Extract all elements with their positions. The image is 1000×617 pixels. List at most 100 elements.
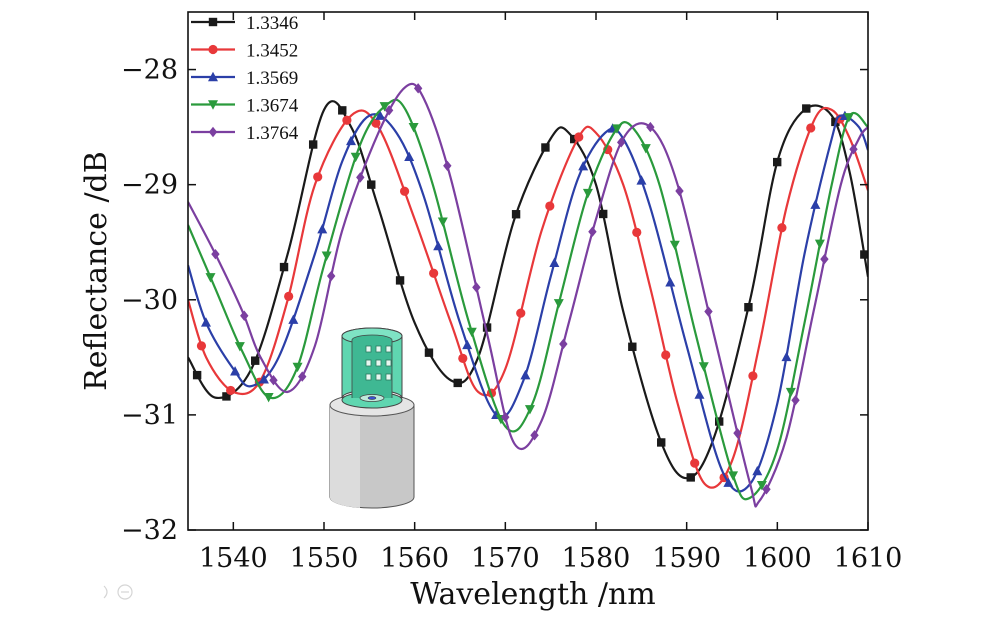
legend-label: 1.3346: [246, 13, 298, 34]
legend-marker: [208, 100, 218, 110]
data-point: [588, 226, 597, 237]
data-point: [501, 411, 510, 423]
series-line: [188, 113, 868, 493]
data-point: [748, 371, 758, 381]
data-point: [520, 369, 531, 380]
series-1.3452: [188, 106, 868, 489]
data-point: [820, 253, 829, 265]
data-point: [814, 239, 825, 250]
data-point: [744, 303, 753, 312]
data-point: [230, 366, 241, 376]
data-point: [632, 227, 642, 237]
legend: 1.3346 1.3452 1.3569 1.3674 1.3764: [191, 13, 299, 144]
data-point: [773, 157, 782, 167]
data-point: [762, 484, 771, 495]
data-point: [279, 262, 289, 272]
data-point: [640, 144, 651, 154]
data-point: [781, 351, 792, 362]
data-point: [545, 201, 555, 211]
data-point: [408, 123, 419, 133]
data-point: [258, 374, 269, 384]
x-tick-label: 1590: [652, 543, 721, 574]
data-point: [843, 113, 854, 123]
data-point: [251, 356, 260, 365]
data-point: [728, 471, 739, 481]
data-point: [226, 385, 236, 396]
data-point: [404, 151, 415, 161]
data-point: [802, 104, 811, 113]
y-axis: −28 −29 −30 −31 −32: [121, 55, 868, 546]
data-point: [384, 105, 394, 116]
data-point: [379, 102, 390, 112]
data-point: [511, 210, 521, 219]
x-tick-label: 1550: [290, 543, 359, 574]
data-point: [466, 327, 477, 338]
x-tick-label: 1600: [743, 543, 812, 574]
data-point: [192, 370, 202, 380]
x-tick-label: 1540: [199, 543, 268, 574]
x-tick-label: 1570: [471, 543, 540, 574]
data-point: [777, 223, 787, 233]
series-1.3569: [188, 110, 868, 493]
data-point: [424, 348, 434, 357]
data-point: [292, 362, 303, 373]
data-point: [453, 378, 462, 388]
data-point: [690, 458, 700, 468]
data-point: [211, 248, 220, 260]
data-point: [599, 209, 608, 219]
data-point: [200, 317, 211, 327]
data-point: [313, 172, 323, 182]
data-point: [222, 392, 231, 401]
legend-label: 1.3569: [246, 68, 298, 89]
data-point: [429, 268, 439, 278]
data-point: [205, 273, 216, 283]
data-point: [549, 257, 560, 268]
data-point: [559, 338, 568, 350]
data-point: [723, 477, 734, 487]
data-point: [234, 342, 245, 352]
data-point: [317, 224, 328, 234]
data-point: [433, 240, 444, 251]
data-point: [669, 240, 680, 251]
data-point: [530, 430, 539, 441]
data-point: [806, 123, 816, 133]
data-point: [628, 342, 637, 351]
x-tick-label: 1560: [380, 543, 449, 574]
legend-label: 1.3452: [246, 41, 298, 62]
data-point: [342, 115, 352, 125]
data-point: [371, 118, 381, 128]
data-point: [704, 306, 713, 317]
data-point: [482, 323, 492, 332]
y-tick-label: −30: [121, 285, 178, 316]
legend-label: 1.3764: [246, 123, 299, 144]
data-point: [375, 110, 386, 120]
data-point: [686, 473, 695, 482]
data-point: [458, 353, 468, 363]
y-axis-label: Reflectance /dB: [79, 151, 114, 391]
y-tick-label: −29: [121, 170, 178, 201]
data-point: [791, 395, 800, 406]
series-line: [188, 98, 868, 501]
series-1.3674: [188, 98, 868, 501]
data-point: [240, 310, 249, 321]
legend-marker: [208, 44, 218, 55]
series-1.3764: [188, 82, 868, 508]
data-point: [661, 350, 671, 360]
series-line: [188, 100, 868, 480]
data-point: [516, 308, 526, 318]
data-point: [582, 188, 593, 199]
data-point: [472, 282, 481, 293]
data-point: [756, 480, 767, 491]
watermark-icon: [103, 584, 133, 600]
data-point: [395, 276, 405, 285]
data-point: [810, 199, 821, 209]
data-point: [462, 339, 473, 350]
data-point: [399, 186, 410, 196]
legend-label: 1.3674: [246, 96, 299, 117]
data-point: [574, 132, 584, 142]
x-axis: 1540 1550 1560 1570 1580 1590 1600 1610: [199, 12, 902, 574]
y-tick-label: −32: [121, 515, 178, 546]
x-tick-label: 1610: [834, 543, 903, 574]
data-point: [646, 121, 655, 133]
data-point: [553, 299, 564, 309]
